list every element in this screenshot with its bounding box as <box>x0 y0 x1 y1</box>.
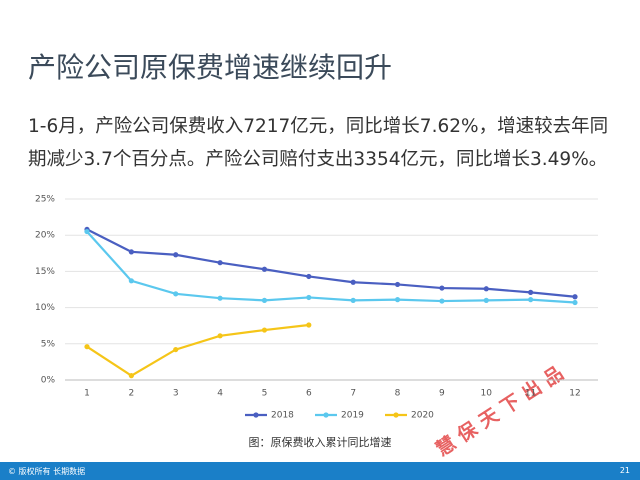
data-point <box>572 294 578 300</box>
watermark: 慧 保 天 下 出 品 <box>432 361 568 460</box>
page-number: 21 <box>619 466 630 475</box>
data-point <box>217 295 223 301</box>
data-point <box>261 266 268 272</box>
x-tick-label: 3 <box>173 389 179 399</box>
data-point <box>128 373 134 379</box>
x-tick-label: 7 <box>350 389 356 399</box>
data-point <box>350 279 356 285</box>
data-point <box>128 278 134 284</box>
x-tick-label: 1 <box>84 389 90 399</box>
data-point <box>483 297 489 303</box>
data-point <box>394 297 401 303</box>
data-point <box>173 252 179 258</box>
legend-label: 2020 <box>411 411 434 421</box>
data-point <box>483 286 489 292</box>
chart: 图：原保费收入累计同比增速 慧 保 天 下 出 品 0% 5% 10% 15% 20% 2… <box>35 195 598 461</box>
y-tick-label: 25% <box>35 195 55 205</box>
legend-label: 2019 <box>341 411 364 421</box>
series-line <box>86 230 576 304</box>
x-tick-label: 10 <box>481 389 493 399</box>
x-tick-label: 9 <box>439 389 445 399</box>
legend-dot <box>323 412 329 418</box>
data-point <box>173 291 179 297</box>
x-tick-label: 4 <box>217 389 223 399</box>
legend-label: 2018 <box>271 411 294 421</box>
data-point <box>306 294 312 301</box>
data-point <box>439 298 445 304</box>
x-tick-label: 2 <box>128 389 134 399</box>
data-point <box>128 249 134 255</box>
data-point <box>350 297 356 303</box>
data-point <box>84 228 90 235</box>
y-tick-label: 0% <box>41 376 56 386</box>
paragraph: 1-6月，产险公司保费收入7217亿元，同比增长7.62%，增速较去年同期减少3… <box>28 116 609 170</box>
data-point <box>306 322 312 328</box>
y-tick-label: 20% <box>35 231 55 241</box>
data-point <box>173 346 179 353</box>
data-point <box>261 327 268 333</box>
data-point <box>217 333 223 339</box>
data-point <box>306 273 312 280</box>
footer: © 版权所有 长期数据 21 <box>0 462 640 480</box>
y-tick-label: 5% <box>41 339 56 349</box>
x-tick-label: 8 <box>395 389 401 399</box>
data-point <box>261 297 268 303</box>
data-point <box>84 344 90 350</box>
data-point <box>439 285 445 291</box>
x-tick-label: 5 <box>262 389 268 399</box>
slide-title: 产险公司原保费增速继续回升 <box>28 51 393 84</box>
data-point <box>572 299 578 306</box>
series-line <box>86 323 309 377</box>
x-tick-label: 12 <box>569 389 580 399</box>
data-point <box>394 281 401 288</box>
legend-dot <box>393 412 399 418</box>
y-tick-label: 15% <box>35 267 55 277</box>
series-line <box>86 228 576 298</box>
legend-dot <box>253 412 259 418</box>
chart-caption: 图：原保费收入累计同比增速 <box>249 435 392 449</box>
x-tick-label: 6 <box>306 389 312 399</box>
data-point <box>528 289 534 295</box>
y-tick-label: 10% <box>35 303 55 313</box>
data-point <box>528 297 534 303</box>
footer-text: © 版权所有 长期数据 <box>8 467 86 476</box>
data-point <box>217 260 223 266</box>
x-tick-label: 11 <box>525 389 536 399</box>
